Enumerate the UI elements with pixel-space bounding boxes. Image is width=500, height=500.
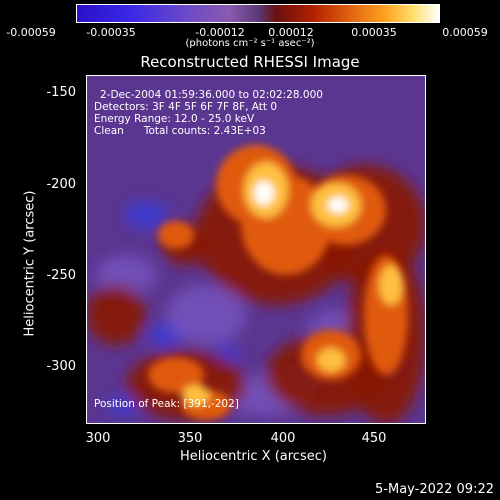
y-tick-label: -250 — [46, 268, 76, 283]
emission-blob — [166, 285, 246, 345]
emission-blob — [317, 348, 345, 372]
y-tick-label: -150 — [46, 85, 76, 100]
emission-blob — [182, 385, 210, 405]
emission-blob — [96, 255, 156, 295]
x-tick-label: 300 — [85, 431, 111, 446]
x-tick-label: 400 — [270, 431, 296, 446]
emission-blob — [148, 357, 204, 393]
y-axis-label: Heliocentric Y (arcsec) — [22, 190, 38, 337]
colorbar-tick: -0.00059 — [6, 26, 56, 39]
colorbar-tick: -0.00012 — [195, 26, 245, 39]
x-tick-label: 350 — [177, 431, 203, 446]
annotation-energy: Energy Range: 12.0 - 25.0 keV — [94, 113, 255, 125]
colorbar-tick: 0.00059 — [442, 26, 488, 39]
y-tick-label: -300 — [46, 359, 76, 374]
y-tick-label: -200 — [46, 177, 76, 192]
annotation-peak: Position of Peak: [391,-202] — [94, 398, 239, 410]
annotation-detectors: Detectors: 3F 4F 5F 6F 7F 8F, Att 0 — [94, 101, 278, 113]
emission-blob — [328, 197, 348, 213]
emission-blob — [86, 285, 146, 345]
emission-blob — [379, 265, 403, 305]
heatmap-image — [86, 75, 426, 424]
x-tick-label: 450 — [361, 431, 387, 446]
x-axis-label: Heliocentric X (arcsec) — [180, 449, 327, 464]
colorbar-tick: 0.00012 — [268, 26, 314, 39]
footer-timestamp: 5-May-2022 09:22 — [375, 482, 494, 497]
colorbar-tick: -0.00035 — [86, 26, 136, 39]
colorbar — [76, 4, 440, 23]
emission-blob — [124, 201, 168, 229]
emission-blob — [158, 221, 194, 249]
chart-title: Reconstructed RHESSI Image — [140, 53, 360, 71]
annotation-clean: Clean Total counts: 2.43E+03 — [94, 125, 266, 137]
colorbar-tick: 0.00035 — [351, 26, 397, 39]
annotation-time: 2-Dec-2004 01:59:36.000 to 02:02:28.000 — [100, 89, 323, 101]
plot-frame — [86, 75, 426, 424]
emission-blob — [254, 181, 274, 205]
colorbar-units: (photons cm⁻² s⁻¹ asec⁻²) — [185, 38, 315, 49]
